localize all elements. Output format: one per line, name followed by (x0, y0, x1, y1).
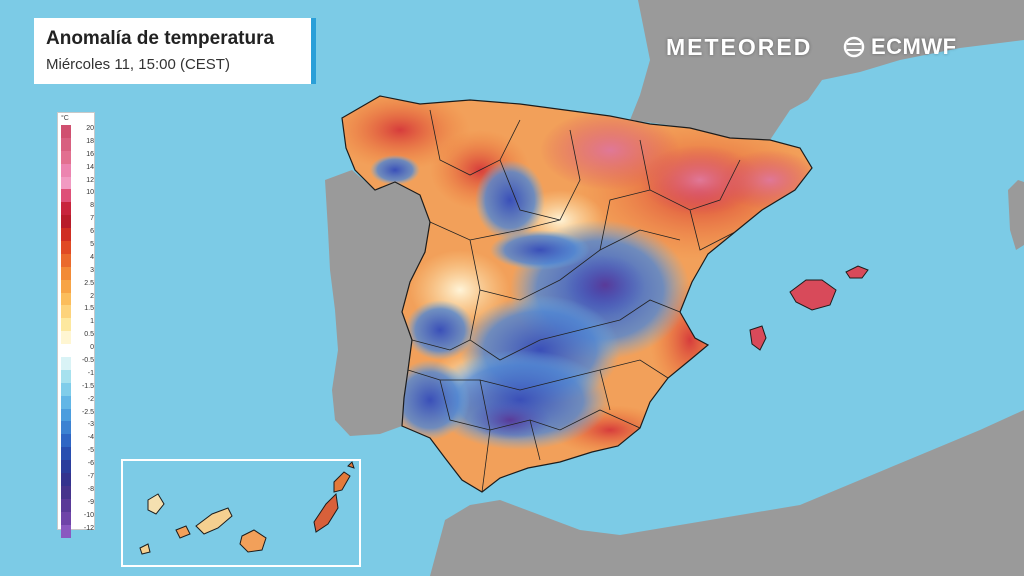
legend-label: 7 (90, 215, 94, 223)
legend-swatch (61, 498, 71, 512)
legend-swatch (61, 331, 71, 345)
legend-swatch (61, 473, 71, 486)
legend-swatch (61, 241, 71, 254)
legend-label: 5 (90, 241, 94, 249)
legend-swatch (61, 344, 71, 358)
france-land-south (630, 0, 1024, 140)
legend-swatch (61, 460, 71, 474)
legend-label: 2.5 (84, 279, 94, 287)
legend-swatch (61, 369, 71, 383)
page-title: Anomalía de temperatura (46, 28, 275, 49)
legend-label: -8 (87, 485, 94, 493)
legend-swatch (61, 395, 71, 409)
page-subtitle: Miércoles 11, 15:00 (CEST) (46, 56, 230, 73)
legend-label: 6 (90, 228, 94, 236)
legend-label: 16 (86, 150, 94, 158)
legend-label: 2 (90, 292, 94, 300)
legend-label: 4 (90, 253, 94, 261)
north-africa-land (430, 410, 1024, 576)
legend-label: 18 (86, 137, 94, 145)
legend-label: 0.5 (84, 331, 94, 339)
legend-swatch (61, 447, 71, 461)
sardinia-land (1008, 180, 1024, 250)
canary-islands-inset (121, 459, 361, 567)
legend-unit: °C (61, 115, 69, 122)
ecmwf-globe-icon (843, 36, 865, 58)
legend-label: 1 (90, 318, 94, 326)
ibiza (749, 325, 767, 351)
legend-label: 10 (86, 189, 94, 197)
legend-label: 1.5 (84, 305, 94, 313)
legend-swatch (61, 382, 71, 396)
legend-swatch (61, 253, 71, 267)
legend-swatch (61, 150, 71, 164)
legend-label: 12 (86, 176, 94, 184)
legend-label: 14 (86, 163, 94, 171)
legend-label: -10 (83, 511, 94, 519)
legend-label: -2 (87, 395, 94, 403)
legend-swatch (61, 189, 71, 203)
legend-label: 3 (90, 266, 94, 274)
ecmwf-logo: ECMWF (843, 34, 957, 60)
legend-color-bar (61, 125, 71, 538)
legend-label: -0.5 (81, 357, 94, 365)
legend-swatch (61, 357, 71, 370)
legend-swatch (61, 279, 71, 293)
legend-swatch (61, 137, 71, 151)
legend-swatch (61, 176, 71, 190)
legend-swatch (61, 485, 71, 499)
legend-label: 0 (90, 344, 94, 352)
legend-swatch (61, 305, 71, 319)
legend-swatch (61, 228, 71, 242)
canary-islands (139, 461, 355, 555)
province-borders (407, 109, 741, 493)
legend-label: 20 (86, 125, 94, 132)
portugal-land (0, 0, 430, 436)
legend-label: -1 (87, 369, 94, 377)
legend-swatch (61, 163, 71, 177)
legend-label: 8 (90, 202, 94, 210)
title-box: Anomalía de temperatura Miércoles 11, 15… (34, 18, 316, 84)
legend-swatch (61, 318, 71, 332)
legend-swatch (61, 524, 71, 538)
legend-swatch (61, 202, 71, 216)
color-legend: °C 20 18 16 14 12 10 8 7 6 5 4 3 2.5 2 1.5 1 0.5 0 -0.5 -1 -… (57, 112, 95, 538)
legend-label: -5 (87, 447, 94, 455)
legend-label: -9 (87, 498, 94, 506)
legend-swatch (61, 266, 71, 280)
legend-label: -6 (87, 460, 94, 468)
legend-swatch (61, 292, 71, 306)
legend-labels: 20 18 16 14 12 10 8 7 6 5 4 3 2.5 2 1.5 1 0.5 0 -0.5 -1 -1.5… (73, 125, 94, 538)
legend-swatch (61, 511, 71, 525)
legend-swatch (61, 215, 71, 229)
legend-label: -1.5 (81, 382, 94, 390)
legend-label: -2.5 (81, 408, 94, 416)
legend-label: -12 (83, 524, 94, 532)
legend-swatch (61, 408, 71, 422)
mallorca (789, 279, 837, 311)
legend-swatch (61, 421, 71, 435)
legend-label: -3 (87, 421, 94, 429)
legend-swatch (61, 434, 71, 448)
legend-swatch (61, 125, 71, 138)
meteored-logo: METEORED (666, 34, 813, 60)
legend-label: -7 (87, 473, 94, 481)
menorca (845, 265, 869, 279)
legend-label: -4 (87, 434, 94, 442)
ecmwf-label: ECMWF (871, 34, 957, 59)
